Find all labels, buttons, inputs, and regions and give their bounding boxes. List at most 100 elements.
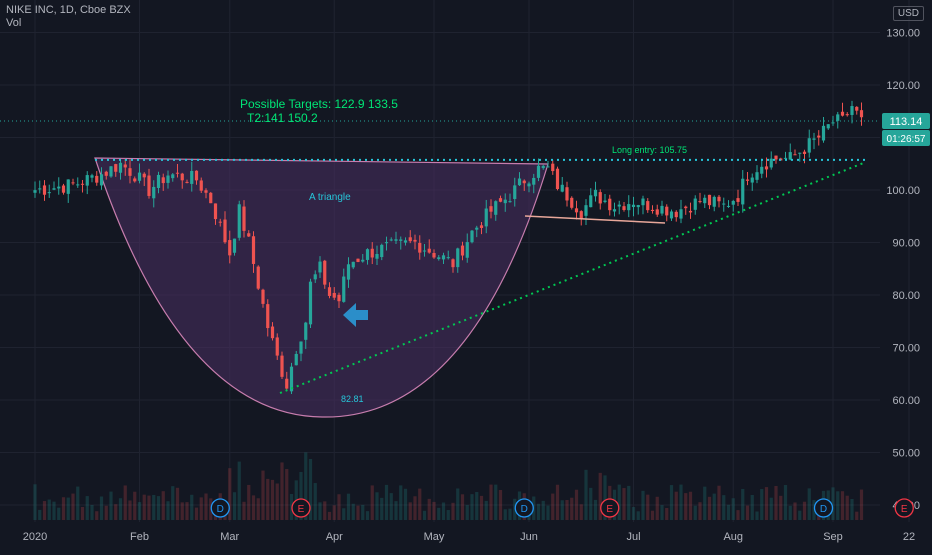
volume-bar [66, 497, 70, 520]
event-marker-label: E [901, 504, 908, 515]
candle-body [247, 233, 251, 237]
price-tick-label: 120.00 [886, 80, 920, 92]
currency-badge[interactable]: USD [892, 6, 924, 21]
volume-bar [850, 498, 854, 520]
volume-bar [399, 485, 403, 520]
candle-body [608, 198, 612, 211]
candle-body [717, 196, 721, 202]
volume-legend[interactable]: Vol [6, 17, 22, 29]
arrow-left-icon [343, 303, 368, 327]
candle-body [698, 201, 702, 203]
candle-body [593, 189, 598, 197]
candle-body [693, 198, 697, 210]
volume-bar [427, 498, 431, 520]
event-marker [894, 498, 914, 518]
volume-bar [560, 500, 564, 520]
candle-body [432, 252, 436, 258]
volume-bar [555, 484, 560, 520]
time-tick-label: Feb [130, 531, 149, 543]
volume-bar [104, 505, 108, 520]
volume-bar [703, 486, 707, 520]
symbol-title[interactable]: NIKE INC, 1D, Cboe BZX [6, 4, 131, 16]
volume-bar [152, 494, 156, 520]
volume-bar [242, 501, 246, 520]
candle-body [161, 177, 165, 184]
candle-body [237, 204, 241, 238]
volume-bar [484, 500, 488, 520]
volume-bar [760, 489, 764, 520]
candle-body [142, 173, 146, 178]
candle-body [574, 208, 579, 213]
volume-bar [688, 491, 693, 520]
time-tick-label: Apr [326, 531, 343, 543]
volume-bar [584, 469, 588, 520]
volume-bar [114, 504, 118, 520]
volume-bar [365, 511, 370, 520]
time-tick-label: 2020 [23, 531, 47, 543]
candle-body [90, 175, 94, 178]
time-tick-label: 22 [903, 531, 915, 543]
volume-bar [769, 497, 773, 520]
volume-bar [123, 485, 127, 520]
volume-bar [641, 490, 645, 520]
volume-bar [451, 502, 455, 520]
last-price-label: 113.14 [890, 116, 923, 128]
candle-body [821, 125, 826, 141]
volume-bar [508, 508, 512, 520]
volume-bar [403, 488, 408, 520]
volume-bar [793, 502, 797, 520]
candle-body [570, 197, 574, 208]
candle-body [731, 200, 735, 205]
price-tick-label: 70.00 [892, 343, 920, 355]
volume-bar [764, 487, 769, 520]
volume-bar [479, 495, 484, 520]
time-tick-label: Sep [823, 531, 843, 543]
volume-bar [475, 492, 479, 520]
volume-bar [299, 471, 303, 520]
candle-body [152, 186, 156, 199]
volume-bar [603, 475, 607, 520]
volume-bar [684, 493, 688, 520]
volume-bar [802, 501, 807, 520]
candle-body [513, 185, 517, 199]
price-axis[interactable]: 130.00120.00110.00100.0090.0080.0070.006… [882, 28, 930, 513]
volume-bar [394, 501, 398, 520]
volume-bar [76, 486, 80, 520]
volume-bar [194, 507, 199, 520]
candle-body [612, 209, 617, 212]
volume-bar [337, 494, 341, 520]
candle-body [332, 292, 336, 298]
candle-body [185, 181, 189, 183]
time-axis[interactable]: 2020 Feb Mar Apr May Jun Jul Aug Sep 22 [23, 531, 915, 543]
volume-bar [280, 462, 284, 520]
candle-body [674, 211, 678, 218]
candle-body [551, 163, 555, 172]
volume-bar [128, 500, 132, 520]
candle-body [180, 173, 184, 181]
volume-bar [342, 508, 346, 520]
event-marker-label: E [606, 504, 613, 515]
candle-body [760, 166, 764, 174]
candle-body [394, 239, 398, 241]
candle-body [80, 183, 85, 185]
candle-body [427, 248, 431, 253]
volume-bar [745, 505, 750, 520]
volume-bar [175, 487, 180, 520]
volume-bar [418, 488, 422, 520]
candle-body [631, 204, 636, 208]
volume-bar [541, 500, 545, 520]
volume-bar [332, 505, 336, 520]
candle-body [498, 198, 503, 202]
candle-body [380, 244, 384, 258]
volume-bar [47, 499, 51, 520]
candle-body [745, 179, 750, 181]
volume-bar [180, 502, 184, 520]
candle-body [95, 175, 99, 183]
volume-bar [774, 486, 778, 520]
candle-body [384, 242, 389, 244]
candle-body [71, 182, 75, 184]
candle-body [622, 206, 626, 210]
candle-body [522, 180, 526, 184]
